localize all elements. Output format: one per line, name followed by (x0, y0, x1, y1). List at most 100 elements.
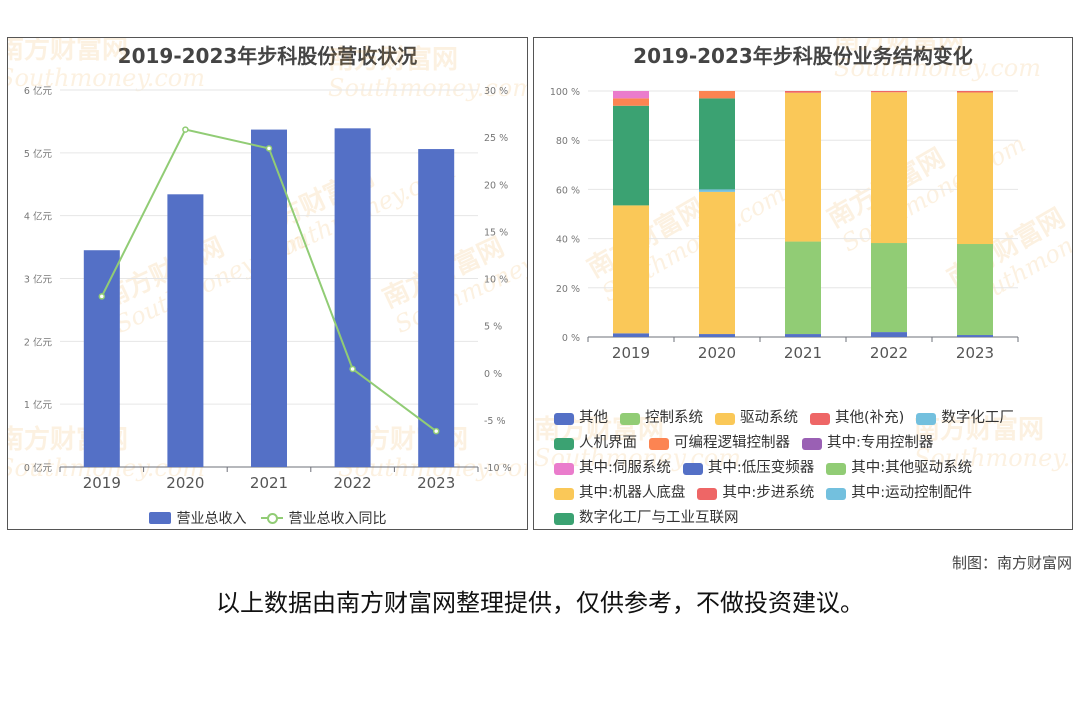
legend-label-revenue: 营业总收入 (176, 511, 247, 527)
legend-item-revenue-yoy[interactable]: 营业总收入同比 (260, 508, 387, 528)
stack-segment-2021-1 (785, 241, 821, 335)
x-category-label: 2022 (334, 474, 372, 492)
stack-segment-2020-2 (699, 191, 735, 335)
revenue-bar-2020 (167, 194, 204, 467)
y-left-tick-label: 2 亿元 (24, 336, 53, 348)
revenue-bar-2021 (251, 129, 287, 467)
x-category-label: 2020 (698, 344, 736, 362)
legend-label: 其他(补充) (835, 410, 905, 426)
stack-segment-2022-2 (871, 92, 907, 244)
watermark-cn: 南方财富网 (834, 38, 964, 55)
legend-item[interactable]: 其中:专用控制器 (802, 431, 933, 456)
watermark-en: Southmoney.com (8, 64, 205, 92)
legend-label: 其他 (579, 410, 608, 426)
stack-segment-2023-1 (957, 244, 993, 336)
x-category-label: 2021 (250, 474, 288, 492)
legend-row: 其中:伺服系统 其中:低压变频器 其中:其他驱动系统 (554, 456, 1066, 481)
legend-swatch (554, 512, 574, 525)
revenue-chart-title: 2019-2023年步科股份营收状况 (117, 44, 418, 68)
legend-label: 其中:运动控制配件 (851, 485, 973, 501)
y-right-tick-label: -10 % (484, 463, 512, 474)
stack-segment-2023-3 (957, 91, 993, 93)
legend-item[interactable]: 其中:机器人底盘 (554, 481, 685, 506)
stack-segment-2023-0 (957, 335, 993, 337)
watermark-cn: 南方财富网 (328, 44, 458, 75)
revenue-chart-legend: 营业总收入 营业总收入同比 (8, 508, 527, 528)
y-left-tick-label: 3 亿元 (24, 274, 53, 286)
legend-row: 其中:机器人底盘 其中:步进系统 其中:运动控制配件 (554, 481, 1066, 506)
y-right-tick-label: 5 % (484, 322, 502, 333)
legend-item[interactable]: 其中:伺服系统 (554, 456, 671, 481)
stack-segment-2020-6 (699, 91, 735, 99)
stack-segment-2019-2 (613, 205, 649, 334)
legend-swatch (810, 412, 830, 425)
legend-swatch (715, 412, 735, 425)
revenue-chart-plot: 南方财富网Southmoney.com南方财富网Southmoney.com南方… (8, 38, 527, 492)
legend-swatch (649, 437, 669, 450)
y-tick-label: 20 % (556, 284, 580, 295)
legend-label: 其中:伺服系统 (579, 460, 671, 476)
y-right-tick-label: 10 % (484, 275, 508, 286)
business-structure-legend: 其他 控制系统 驱动系统 其他(补充) 数字化工厂人机界面 可编程逻辑控制器 其中:专用控制… (554, 406, 1066, 531)
revenue-bar-2022 (334, 128, 371, 467)
revenue-yoy-point-2021 (265, 145, 273, 152)
y-right-tick-label: 0 % (484, 369, 502, 380)
y-tick-label: 0 % (562, 333, 580, 344)
stack-segment-2021-3 (785, 91, 821, 93)
y-tick-label: 100 % (550, 87, 580, 98)
legend-item[interactable]: 其中:其他驱动系统 (826, 456, 972, 481)
legend-item[interactable]: 数字化工厂 (916, 406, 1014, 431)
legend-item[interactable]: 可编程逻辑控制器 (649, 431, 790, 456)
legend-label: 人机界面 (579, 435, 637, 451)
legend-row: 人机界面 可编程逻辑控制器 其中:专用控制器 (554, 431, 1066, 456)
legend-item-revenue[interactable]: 营业总收入 (148, 508, 247, 528)
y-left-tick-label: 0 亿元 (24, 462, 53, 474)
x-category-label: 2023 (417, 474, 455, 492)
y-tick-label: 80 % (556, 136, 580, 147)
business-structure-chart-panel: 2019-2023年步科股份业务结构变化 南方财富网 Southmoney.com… (533, 37, 1073, 530)
stack-segment-2019-0 (613, 333, 649, 337)
legend-swatch (697, 487, 718, 500)
y-right-tick-label: -5 % (484, 416, 506, 427)
legend-item[interactable]: 其中:运动控制配件 (826, 481, 972, 506)
x-category-label: 2019 (83, 474, 121, 492)
legend-item[interactable]: 数字化工厂与工业互联网 (554, 506, 739, 531)
legend-item[interactable]: 其他(补充) (810, 406, 904, 431)
chart-credit: 制图：南方财富网 (951, 554, 1072, 572)
watermark-en: Southmoney.com (834, 54, 1041, 82)
legend-item[interactable]: 人机界面 (554, 431, 637, 456)
revenue-yoy-point-2023 (432, 427, 440, 435)
revenue-yoy-point-2020 (182, 126, 189, 133)
stack-segment-2019-8 (613, 91, 649, 99)
watermark-en: Southmoney.com (328, 74, 527, 102)
x-category-label: 2021 (784, 344, 822, 362)
legend-label: 其中:其他驱动系统 (851, 460, 973, 476)
legend-label: 其中:低压变频器 (707, 460, 815, 476)
y-right-tick-label: 20 % (484, 180, 508, 191)
stack-segment-2020-0 (699, 334, 735, 337)
revenue-bar-2023 (418, 149, 455, 467)
watermark-cn: 南方财富网 (8, 38, 128, 65)
stack-segment-2019-6 (613, 98, 649, 106)
stack-segment-2021-2 (785, 92, 821, 242)
legend-label: 数字化工厂与工业互联网 (579, 510, 739, 526)
stack-segment-2023-2 (957, 92, 993, 245)
y-right-tick-label: 15 % (484, 227, 508, 238)
legend-item[interactable]: 其中:步进系统 (697, 481, 814, 506)
legend-label: 控制系统 (645, 410, 703, 426)
legend-label: 数字化工厂 (941, 410, 1014, 426)
legend-item[interactable]: 驱动系统 (715, 406, 798, 431)
stack-segment-2022-0 (871, 332, 907, 337)
legend-label: 其中:专用控制器 (827, 435, 934, 451)
legend-item[interactable]: 其他 (554, 406, 608, 431)
legend-item[interactable]: 其中:低压变频器 (682, 456, 815, 481)
legend-item[interactable]: 控制系统 (620, 406, 703, 431)
legend-swatch (554, 437, 574, 450)
legend-label: 其中:机器人底盘 (579, 485, 686, 501)
y-left-tick-label: 6 亿元 (24, 85, 53, 97)
legend-swatch (682, 462, 703, 475)
business-structure-chart-title: 2019-2023年步科股份业务结构变化 (633, 44, 973, 68)
stack-segment-2020-4 (699, 189, 735, 192)
y-right-tick-label: 30 % (484, 86, 508, 97)
